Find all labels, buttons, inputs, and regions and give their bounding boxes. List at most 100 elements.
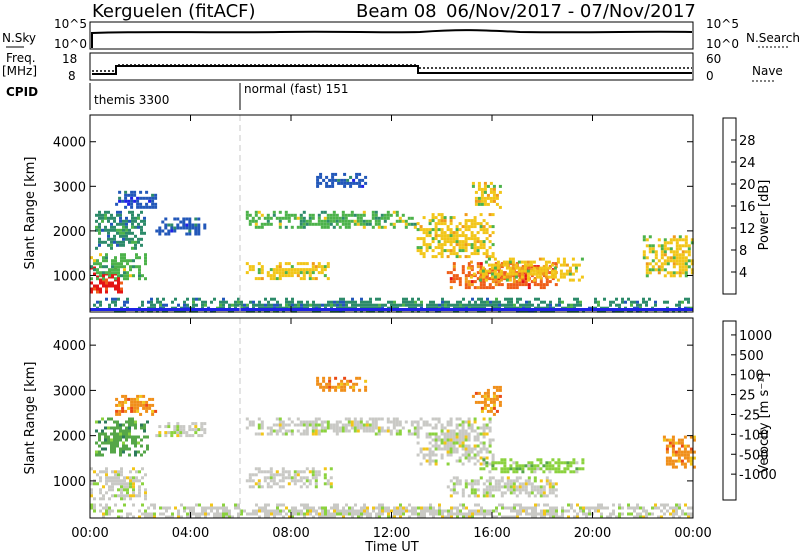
time-axis: 00:00 04:00 08:00 12:00 16:00 20:00 00:00: [71, 115, 712, 541]
power-cell: [122, 234, 125, 238]
power-cell: [270, 303, 273, 307]
velocity-cell: [689, 462, 693, 466]
power-cell: [452, 274, 456, 278]
power-cell: [290, 274, 294, 278]
velocity-echo-region: [155, 422, 207, 438]
power-cell: [507, 300, 510, 304]
power-cell: [490, 272, 494, 276]
velocity-cell: [203, 422, 207, 426]
velocity-cell: [98, 420, 101, 424]
velocity-cell: [404, 420, 408, 424]
power-cell: [687, 259, 691, 263]
power-cell: [666, 262, 670, 266]
velocity-cell: [318, 515, 321, 519]
velocity-cell: [554, 494, 558, 498]
velocity-cell: [494, 485, 498, 489]
power-cell: [470, 231, 474, 235]
power-cell: [266, 213, 270, 217]
power-cell: [162, 309, 165, 313]
power-cell: [369, 300, 372, 304]
velocity-cell: [378, 503, 381, 507]
velocity-cell: [104, 438, 107, 442]
power-cell: [126, 259, 129, 263]
velocity-cell: [396, 512, 399, 516]
power-cell: [317, 219, 321, 223]
velocity-cell: [576, 503, 579, 507]
velocity-cell: [500, 470, 504, 474]
power-cell: [183, 300, 186, 304]
power-cell: [435, 303, 438, 307]
power-cell: [434, 222, 438, 226]
power-cell: [420, 303, 423, 307]
power-cell: [458, 277, 462, 281]
power-cell: [678, 300, 681, 304]
velocity-cell: [284, 476, 288, 480]
velocity-cell: [260, 423, 264, 427]
velocity-cell: [479, 467, 483, 471]
power-cell: [93, 266, 96, 270]
velocity-cell: [414, 509, 417, 513]
power-cell: [666, 271, 670, 275]
power-cell: [110, 225, 113, 229]
power-cell: [339, 309, 342, 313]
power-cell: [508, 272, 512, 276]
power-cell: [126, 274, 129, 278]
power-cell: [108, 281, 111, 285]
velocity-cell: [142, 406, 146, 410]
velocity-cell: [207, 512, 210, 516]
power-cell: [401, 219, 405, 223]
power-cell: [164, 232, 168, 236]
velocity-cell: [405, 509, 408, 513]
velocity-cell: [407, 432, 411, 436]
power-cell: [188, 220, 192, 224]
power-cell: [150, 309, 153, 313]
velocity-cell: [657, 515, 660, 519]
velocity-cell: [136, 409, 140, 413]
power-cell: [134, 216, 137, 220]
power-cell: [471, 181, 475, 185]
power-cell: [502, 263, 506, 267]
power-cell: [267, 303, 270, 307]
power-cell: [440, 243, 444, 247]
velocity-cell: [237, 506, 240, 510]
power-cell: [690, 271, 694, 275]
velocity-cell: [509, 482, 513, 486]
velocity-cell: [449, 438, 453, 442]
velocity-cell: [104, 426, 107, 430]
velocity-cell: [683, 450, 687, 454]
power-cell: [464, 246, 468, 250]
velocity-cell: [153, 515, 156, 519]
power-cell: [246, 309, 249, 313]
velocity-cell: [332, 423, 336, 427]
power-cell: [461, 246, 465, 250]
power-cell: [386, 210, 390, 214]
velocity-cell: [333, 509, 336, 513]
velocity-cell: [117, 476, 120, 480]
velocity-cell: [131, 441, 134, 445]
power-cell: [663, 309, 666, 313]
power-cell: [302, 277, 306, 281]
power-cell: [447, 303, 450, 307]
power-cell: [260, 277, 264, 281]
velocity-cell: [116, 420, 119, 424]
velocity-cell: [345, 503, 348, 507]
power-cell: [458, 234, 462, 238]
velocity-cell: [399, 509, 402, 513]
power-cell: [111, 262, 114, 266]
velocity-cell: [269, 479, 273, 483]
power-cell: [320, 222, 324, 226]
velocity-cell: [416, 453, 420, 457]
xtick-label: 16:00: [473, 526, 510, 541]
velocity-cell: [266, 426, 270, 430]
power-cell: [119, 228, 122, 232]
power-cell: [145, 205, 149, 209]
velocity-cell: [111, 494, 114, 498]
velocity-cell: [498, 512, 501, 516]
velocity-cell: [461, 423, 465, 427]
power-cell: [517, 269, 521, 273]
velocity-cell: [115, 409, 119, 413]
power-cell: [464, 225, 468, 229]
power-cell: [440, 231, 444, 235]
power-cell: [309, 303, 312, 307]
power-cell: [272, 274, 276, 278]
